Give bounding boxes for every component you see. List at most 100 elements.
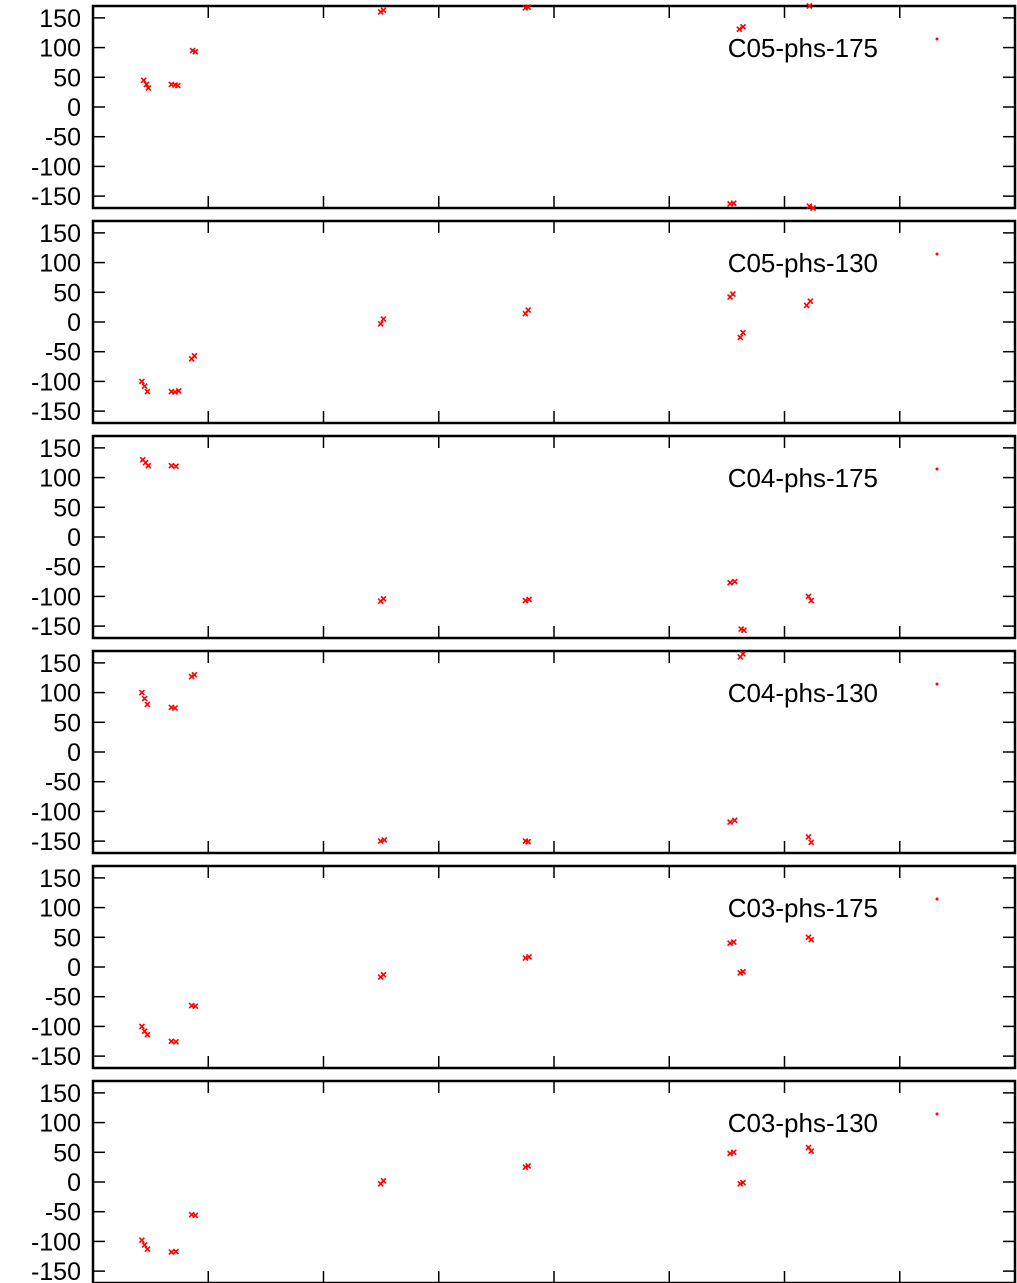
data-point-stroke	[145, 84, 152, 92]
y-tick-label: 150	[39, 1080, 81, 1108]
y-tick-label: -100	[31, 583, 81, 611]
data-point	[739, 650, 747, 658]
data-point	[805, 833, 812, 841]
data-point-stroke	[730, 1149, 737, 1156]
data-point-stroke	[727, 940, 734, 947]
y-tick-label: -50	[45, 1199, 81, 1227]
y-tick-label: -50	[45, 124, 81, 152]
y-tick-label: 100	[39, 35, 81, 63]
data-point-stroke	[729, 291, 736, 298]
data-point-stroke	[739, 23, 747, 30]
data-point-stroke	[192, 48, 199, 55]
data-point-stroke	[168, 1038, 175, 1045]
data-point	[138, 1237, 145, 1244]
y-tick-label: -50	[45, 984, 81, 1012]
data-point-stroke	[172, 1248, 180, 1255]
data-point-stroke	[192, 1003, 199, 1010]
legend-marker	[935, 897, 939, 901]
y-tick-label: -100	[31, 1013, 81, 1041]
legend-marker	[935, 37, 939, 41]
data-point-stroke	[730, 200, 737, 207]
data-point-stroke	[172, 1038, 180, 1045]
y-tick-label: 100	[39, 680, 81, 708]
y-tick-label: -100	[31, 368, 81, 396]
data-point	[810, 204, 817, 212]
y-tick-label: 0	[67, 739, 81, 767]
data-point	[377, 320, 384, 327]
data-point-stroke	[138, 1023, 145, 1030]
data-point-stroke	[377, 320, 384, 327]
legend-label: C05-phs-175	[728, 33, 878, 63]
data-point	[727, 819, 734, 826]
y-tick-label: -100	[31, 1228, 81, 1256]
legend-marker	[935, 467, 939, 471]
data-point	[739, 1179, 747, 1186]
data-point	[144, 388, 151, 395]
data-point	[806, 2, 813, 10]
legend-marker	[935, 1112, 939, 1116]
data-point-stroke	[138, 378, 145, 385]
data-point	[144, 1246, 151, 1253]
data-point	[729, 291, 736, 298]
data-point	[143, 81, 150, 88]
data-point	[138, 689, 145, 696]
data-point-stroke	[139, 456, 146, 463]
data-point	[736, 26, 743, 33]
y-tick-label: -150	[31, 613, 81, 641]
data-point-stroke	[805, 1144, 812, 1151]
y-tick-label: 50	[53, 64, 81, 92]
data-point-stroke	[191, 671, 198, 678]
data-point-stroke	[172, 463, 180, 470]
data-point	[730, 938, 737, 946]
y-tick-label: 150	[39, 865, 81, 893]
data-point	[172, 1248, 180, 1255]
data-point-stroke	[808, 839, 815, 846]
data-point-stroke	[144, 1246, 151, 1253]
data-point-stroke	[727, 579, 734, 586]
y-tick-label: -150	[31, 1258, 81, 1283]
data-point	[381, 836, 388, 843]
y-tick-label: 150	[39, 650, 81, 678]
data-point-stroke	[141, 383, 148, 390]
data-point-stroke	[168, 462, 175, 469]
legend-label: C03-phs-175	[728, 893, 878, 923]
data-point	[172, 463, 180, 470]
data-point	[192, 1003, 199, 1010]
data-point-stroke	[526, 953, 533, 960]
data-point	[525, 4, 532, 11]
data-point-stroke	[805, 833, 812, 841]
legend-label: C03-phs-130	[728, 1108, 878, 1138]
data-point-stroke	[807, 298, 814, 305]
y-tick-label: -100	[31, 153, 81, 181]
data-point	[145, 84, 152, 92]
data-point-stroke	[739, 650, 747, 658]
y-tick-label: 50	[53, 494, 81, 522]
data-point	[730, 200, 737, 207]
data-point-stroke	[175, 387, 182, 394]
data-point-stroke	[141, 1241, 148, 1249]
data-point	[138, 378, 145, 385]
y-tick-label: -150	[31, 828, 81, 856]
data-point	[380, 7, 387, 14]
y-tick-label: 0	[67, 954, 81, 982]
data-point-stroke	[737, 334, 744, 341]
data-point	[175, 387, 182, 394]
data-point	[380, 315, 387, 323]
data-point-stroke	[739, 968, 747, 975]
data-point	[145, 462, 152, 469]
data-point-stroke	[141, 1028, 148, 1035]
data-point-stroke	[141, 695, 148, 702]
data-point	[730, 1149, 737, 1156]
data-point-stroke	[727, 1150, 734, 1157]
legend-marker	[935, 252, 939, 256]
legend-label: C05-phs-130	[728, 248, 878, 278]
data-point	[380, 595, 387, 602]
data-point-stroke	[380, 315, 387, 323]
data-point-stroke	[174, 82, 181, 89]
data-point	[380, 1177, 387, 1184]
data-point-stroke	[380, 1177, 387, 1184]
data-point	[138, 1023, 145, 1030]
data-point-stroke	[168, 1249, 175, 1256]
